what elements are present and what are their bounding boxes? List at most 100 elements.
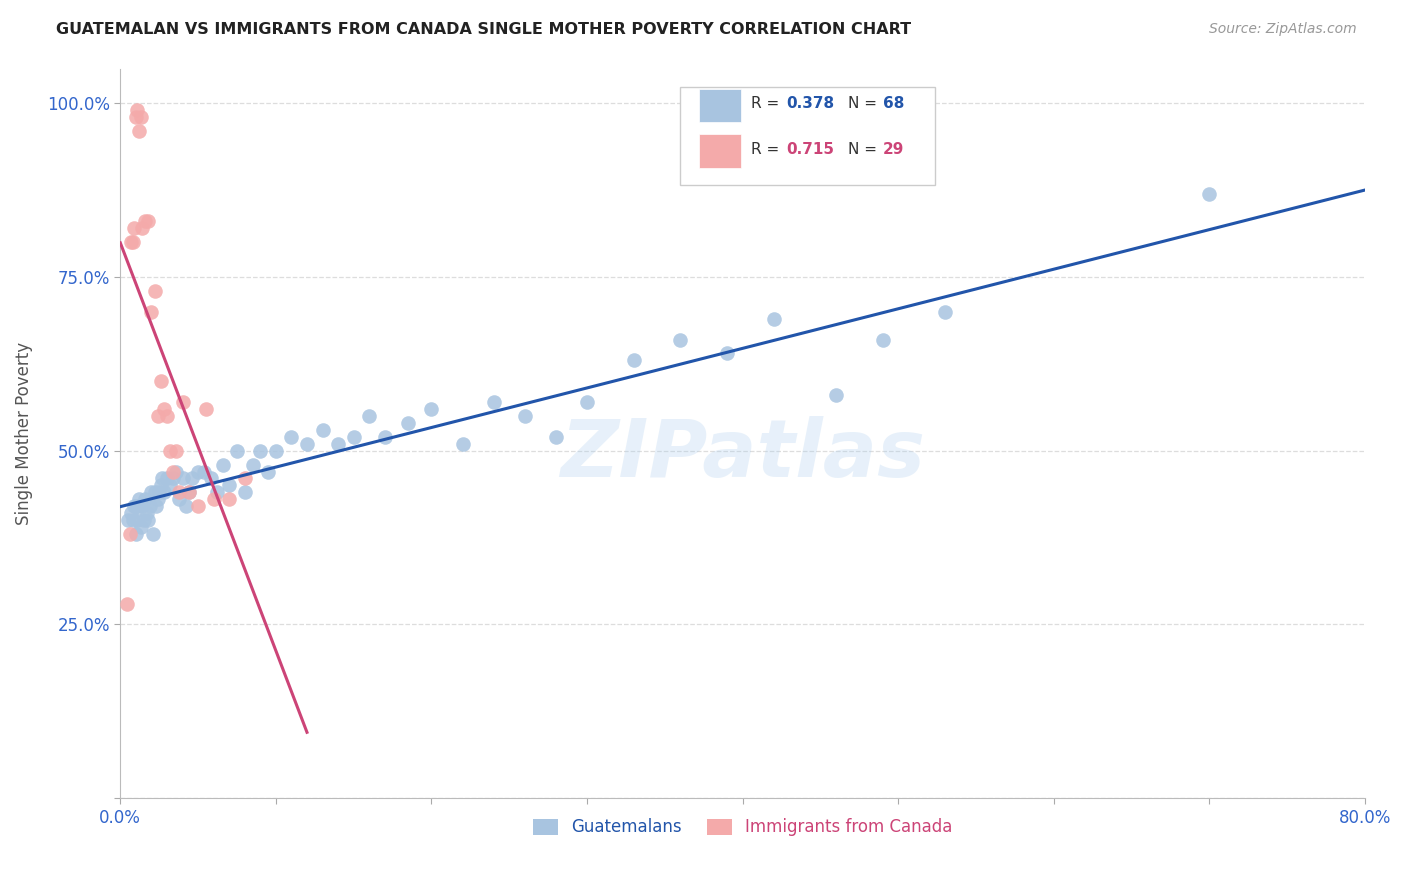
Point: [142, 527, 165, 541]
Point: [149, 478, 172, 492]
Point: [141, 485, 163, 500]
Point: [121, 513, 143, 527]
Point: [146, 492, 169, 507]
Point: [212, 458, 235, 472]
Point: [143, 485, 166, 500]
Point: [131, 500, 153, 514]
Text: Source: ZipAtlas.com: Source: ZipAtlas.com: [1209, 22, 1357, 37]
Point: [149, 374, 172, 388]
Point: [200, 471, 222, 485]
Point: [257, 465, 280, 479]
Point: [205, 485, 228, 500]
Text: 29: 29: [883, 142, 904, 157]
FancyBboxPatch shape: [699, 89, 741, 122]
Text: 68: 68: [883, 96, 904, 111]
Point: [156, 471, 179, 485]
Point: [544, 430, 567, 444]
Point: [716, 346, 738, 360]
Point: [249, 443, 271, 458]
Point: [131, 221, 153, 235]
Text: N =: N =: [848, 96, 882, 111]
Point: [872, 333, 894, 347]
Point: [125, 527, 148, 541]
Point: [374, 430, 396, 444]
Point: [153, 402, 176, 417]
Point: [226, 443, 249, 458]
Point: [148, 485, 170, 500]
Text: R =: R =: [751, 142, 785, 157]
Point: [136, 214, 159, 228]
Point: [233, 471, 256, 485]
Point: [127, 513, 149, 527]
Point: [513, 409, 536, 423]
Point: [482, 395, 505, 409]
Point: [165, 465, 187, 479]
Point: [129, 110, 152, 124]
Point: [311, 423, 333, 437]
Point: [280, 430, 302, 444]
Point: [162, 465, 184, 479]
Point: [218, 492, 240, 507]
FancyBboxPatch shape: [681, 87, 935, 186]
Point: [169, 485, 191, 500]
Point: [575, 395, 598, 409]
Point: [129, 520, 152, 534]
Point: [194, 402, 217, 417]
Point: [143, 284, 166, 298]
Point: [934, 304, 956, 318]
Point: [420, 402, 443, 417]
Text: N =: N =: [848, 142, 882, 157]
Point: [169, 492, 191, 507]
Point: [115, 597, 138, 611]
Text: GUATEMALAN VS IMMIGRANTS FROM CANADA SINGLE MOTHER POVERTY CORRELATION CHART: GUATEMALAN VS IMMIGRANTS FROM CANADA SIN…: [56, 22, 911, 37]
Point: [172, 471, 194, 485]
Point: [118, 527, 141, 541]
Point: [295, 436, 318, 450]
Point: [180, 471, 202, 485]
Point: [153, 485, 176, 500]
Point: [187, 465, 209, 479]
Legend: Guatemalans, Immigrants from Canada: Guatemalans, Immigrants from Canada: [524, 810, 960, 845]
Point: [134, 492, 156, 507]
Point: [451, 436, 474, 450]
Point: [128, 124, 150, 138]
Point: [193, 465, 215, 479]
Text: R =: R =: [751, 96, 785, 111]
Text: 0.715: 0.715: [786, 142, 834, 157]
Point: [128, 500, 150, 514]
Point: [326, 436, 349, 450]
Text: 0.378: 0.378: [786, 96, 834, 111]
Point: [145, 500, 167, 514]
Point: [359, 409, 381, 423]
Point: [233, 485, 256, 500]
Point: [396, 416, 419, 430]
Point: [172, 395, 194, 409]
Point: [121, 235, 143, 250]
Point: [623, 353, 645, 368]
Point: [242, 458, 264, 472]
Point: [134, 214, 156, 228]
Point: [187, 500, 209, 514]
Point: [177, 485, 200, 500]
Point: [264, 443, 287, 458]
Point: [135, 506, 157, 520]
Point: [146, 409, 169, 423]
Y-axis label: Single Mother Poverty: Single Mother Poverty: [15, 342, 32, 524]
Point: [762, 311, 785, 326]
Point: [159, 443, 181, 458]
Point: [162, 471, 184, 485]
Point: [150, 471, 173, 485]
Point: [132, 513, 155, 527]
Text: ZIPatlas: ZIPatlas: [560, 417, 925, 494]
Point: [218, 478, 240, 492]
Point: [124, 500, 146, 514]
Point: [136, 513, 159, 527]
Point: [669, 333, 692, 347]
Point: [128, 492, 150, 507]
Point: [156, 409, 179, 423]
Point: [177, 485, 200, 500]
Point: [120, 235, 142, 250]
Point: [1198, 186, 1220, 201]
Point: [120, 506, 142, 520]
Point: [174, 500, 197, 514]
